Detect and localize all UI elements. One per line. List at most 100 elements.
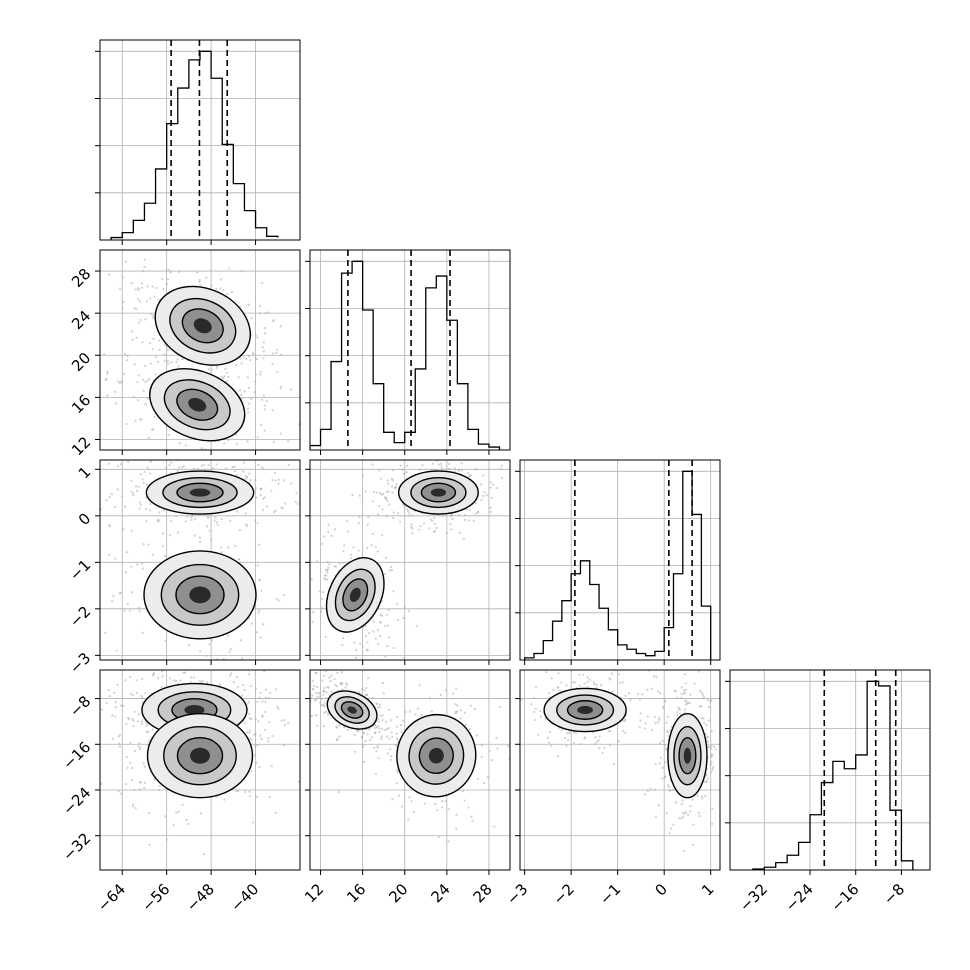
scatter-panel-3-1: 12 16 20 24 28 (301, 669, 511, 906)
sample-point (190, 516, 193, 519)
sample-point (654, 816, 658, 819)
sample-point (454, 470, 457, 473)
sample-point (330, 534, 333, 538)
sample-point (646, 789, 649, 792)
sample-point (658, 762, 661, 765)
sample-point (405, 464, 409, 467)
sample-point (122, 300, 125, 304)
sample-point (238, 389, 242, 392)
sample-point (219, 546, 223, 549)
sample-point (384, 556, 388, 559)
sample-point (129, 741, 132, 745)
sample-point (141, 696, 144, 699)
sample-point (177, 365, 180, 368)
sample-point (229, 519, 232, 522)
sample-point (658, 718, 661, 722)
sample-point (234, 544, 237, 548)
sample-point (233, 465, 236, 468)
sample-point (319, 610, 323, 613)
sample-point (435, 526, 438, 530)
sample-point (710, 822, 714, 825)
sample-point (684, 708, 687, 711)
sample-point (646, 688, 649, 691)
x-tick-label: −56 (138, 880, 173, 915)
sample-point (311, 679, 314, 682)
corner-panels: 12 16 20 24 28 −3 −2 −1 0 1 −32 −24 −16 −8 −64 −56 −48 −4… (59, 39, 931, 915)
scatter-panel-1-0: 12 16 20 24 28 (68, 246, 301, 459)
sample-point (132, 803, 135, 806)
sample-point (261, 508, 265, 511)
sample-point (711, 754, 714, 757)
x-tick-label: 20 (385, 880, 411, 906)
sample-point (207, 463, 210, 467)
scatter-panel-2-1 (305, 459, 511, 665)
sample-point (379, 621, 382, 624)
sample-point (385, 613, 389, 616)
sample-point (327, 713, 330, 716)
sample-point (95, 246, 97, 248)
sample-point (664, 761, 667, 764)
sample-point (374, 546, 377, 549)
sample-point (654, 722, 657, 725)
sample-point (310, 714, 314, 718)
sample-point (395, 768, 399, 772)
sample-point (139, 746, 142, 749)
sample-point (649, 787, 652, 790)
sample-point (302, 697, 304, 699)
sample-point (388, 503, 391, 506)
sample-point (683, 673, 686, 676)
sample-point (550, 677, 553, 680)
sample-point (106, 370, 109, 373)
sample-point (336, 737, 339, 741)
sample-point (315, 714, 318, 717)
sample-point (327, 530, 330, 534)
sample-point (333, 678, 336, 681)
sample-point (174, 515, 178, 518)
sample-point (127, 716, 130, 720)
sample-point (200, 447, 203, 450)
sample-point (466, 472, 470, 475)
sample-point (698, 705, 701, 708)
sample-point (249, 685, 253, 688)
sample-point (197, 467, 200, 471)
sample-point (114, 557, 117, 560)
sample-point (273, 471, 277, 474)
y-tick-label: −2 (66, 602, 94, 630)
sample-point (131, 717, 134, 721)
grid (310, 250, 510, 450)
y-tick-label: 20 (68, 349, 94, 375)
sample-point (303, 701, 305, 703)
sample-point (451, 692, 455, 695)
sample-point (385, 515, 388, 518)
sample-point (130, 281, 133, 285)
sample-point (365, 648, 368, 651)
sample-point (111, 737, 115, 740)
sample-point (138, 742, 141, 745)
sample-point (230, 455, 232, 457)
x-tick-label: −32 (736, 880, 771, 915)
sample-point (223, 798, 226, 801)
sample-point (433, 516, 436, 520)
sample-point (707, 745, 710, 748)
sample-point (687, 813, 690, 816)
sample-point (248, 731, 251, 734)
sample-point (153, 295, 156, 298)
sample-point (155, 356, 158, 359)
sample-point (330, 674, 333, 677)
sample-point (163, 343, 166, 346)
sample-point (148, 341, 152, 345)
sample-point (225, 371, 228, 375)
sample-point (464, 513, 467, 517)
sample-point (552, 688, 555, 692)
sample-point (456, 710, 459, 713)
sample-point (120, 380, 124, 383)
sample-point (123, 352, 127, 356)
sample-point (406, 508, 409, 511)
sample-point (539, 709, 542, 713)
sample-point (711, 807, 714, 810)
sample-point (371, 532, 374, 536)
sample-point (145, 300, 148, 303)
sample-point (248, 472, 251, 475)
sample-point (132, 494, 135, 497)
sample-point (136, 399, 140, 402)
